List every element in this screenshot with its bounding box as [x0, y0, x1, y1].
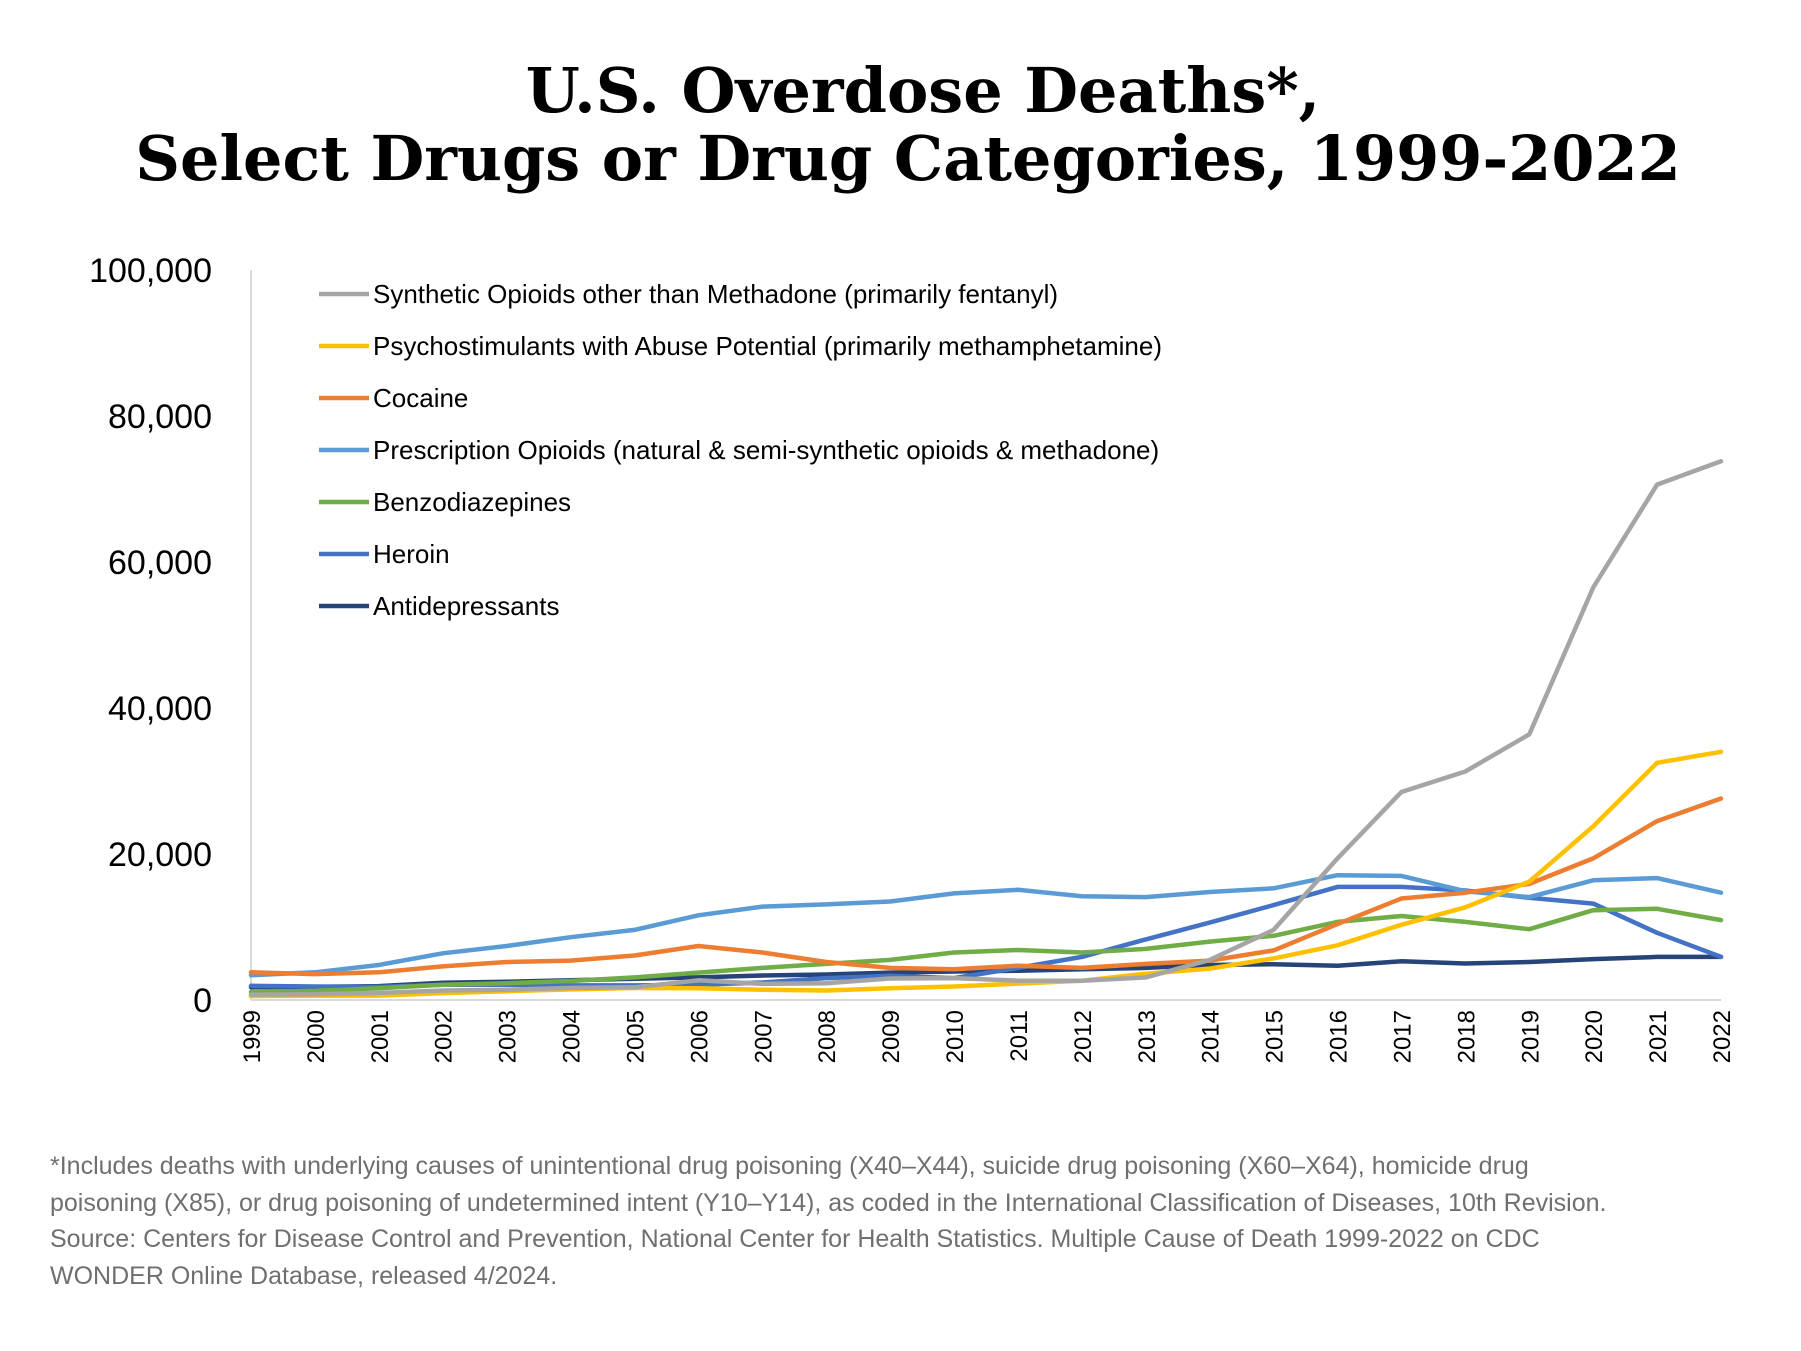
legend-label: Heroin: [373, 539, 450, 569]
x-tick-label: 2009: [878, 1010, 905, 1063]
y-tick-label: 100,000: [89, 252, 212, 290]
x-tick-label: 2018: [1453, 1010, 1480, 1063]
x-tick-label: 2017: [1389, 1010, 1416, 1063]
x-tick-label: 2003: [495, 1010, 522, 1063]
x-tick-label: 2015: [1262, 1010, 1289, 1063]
legend: Synthetic Opioids other than Methadone (…: [319, 279, 1162, 621]
footnote-line-3: Source: Centers for Disease Control and …: [50, 1225, 1540, 1253]
x-tick-label: 2012: [1070, 1010, 1097, 1063]
x-tick-label: 2004: [559, 1010, 586, 1063]
y-tick-label: 20,000: [108, 836, 212, 874]
x-tick-label: 2010: [942, 1010, 969, 1063]
y-tick-label: 0: [193, 982, 212, 1020]
series-line-cocaine: [248, 796, 1724, 977]
legend-label: Psychostimulants with Abuse Potential (p…: [373, 331, 1162, 361]
legend-label: Cocaine: [373, 383, 468, 413]
series-line-psychostimulants: [248, 749, 1724, 999]
footnote-line-2: poisoning (X85), or drug poisoning of un…: [50, 1188, 1607, 1217]
series-line-heroin: [248, 884, 1724, 990]
footnote-line-4: WONDER Online Database, released 4/2024.: [50, 1261, 558, 1290]
x-tick-label: 2014: [1198, 1010, 1225, 1063]
y-tick-label: 60,000: [108, 544, 212, 582]
x-tick-label: 2008: [814, 1010, 841, 1063]
x-tick-label: 2005: [622, 1010, 649, 1063]
x-tick-label: 2020: [1581, 1010, 1608, 1063]
legend-label: Synthetic Opioids other than Methadone (…: [373, 279, 1058, 309]
legend-label: Prescription Opioids (natural & semi-syn…: [373, 435, 1159, 465]
x-tick-label: 2013: [1134, 1010, 1161, 1063]
x-tick-label: 2019: [1517, 1010, 1544, 1063]
x-tick-label: 2000: [303, 1010, 330, 1063]
y-axis-ticks: 0 20,000 40,000 60,000 80,000 100,000: [89, 252, 212, 1020]
chart-title-line2: Select Drugs or Drug Categories, 1999-20…: [135, 122, 1681, 195]
x-tick-label: 2007: [750, 1010, 777, 1063]
x-axis-ticks: 1999 2000 2001 2002 2003 2004 2005 2006 2007 2008…: [239, 1010, 1736, 1063]
series-line-synthetic: [248, 459, 1724, 997]
x-tick-label: 1999: [239, 1010, 266, 1063]
x-tick-label: 2011: [1006, 1010, 1033, 1062]
x-tick-label: 2001: [367, 1010, 394, 1063]
x-tick-label: 2006: [686, 1010, 713, 1063]
chart-title-line1: U.S. Overdose Deaths*,: [526, 54, 1321, 127]
y-tick-label: 40,000: [108, 690, 212, 728]
series-lines: [248, 459, 1724, 999]
x-tick-label: 2021: [1645, 1010, 1672, 1063]
x-tick-label: 2002: [431, 1010, 458, 1063]
footnote: *Includes deaths with underlying causes …: [50, 1148, 1770, 1294]
x-tick-label: 2016: [1326, 1010, 1353, 1063]
legend-label: Antidepressants: [373, 591, 559, 621]
legend-label: Benzodiazepines: [373, 487, 571, 517]
series-line-benzodiazepines: [248, 906, 1724, 995]
x-tick-label: 2022: [1709, 1010, 1736, 1063]
footnote-line-1: *Includes deaths with underlying causes …: [50, 1152, 1529, 1180]
y-tick-label: 80,000: [108, 398, 212, 436]
